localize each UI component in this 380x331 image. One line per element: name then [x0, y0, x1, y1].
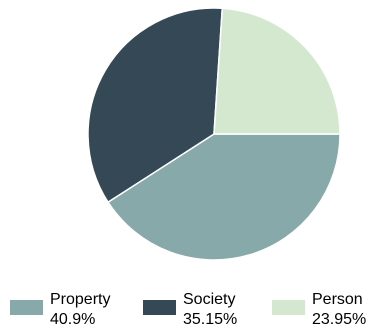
legend-item-society: Society 35.15% — [143, 291, 237, 328]
legend-item-property: Property 40.9% — [10, 291, 110, 328]
legend-swatch — [10, 300, 43, 315]
legend-value: 40.9% — [50, 311, 95, 328]
pie-slice-person — [213, 7, 341, 135]
legend: Property 40.9% Society 35.15% Person 23.95% — [10, 291, 366, 328]
pie-slices — [87, 7, 341, 261]
legend-label: Society — [183, 291, 235, 308]
legend-swatch — [143, 300, 176, 315]
legend-item-person: Person 23.95% — [272, 291, 366, 328]
legend-label: Property — [50, 291, 110, 308]
legend-swatch — [272, 300, 305, 315]
pie-slice-society — [87, 7, 224, 204]
legend-value: 23.95% — [312, 311, 366, 328]
legend-label: Person — [312, 291, 363, 308]
legend-value: 35.15% — [183, 311, 237, 328]
